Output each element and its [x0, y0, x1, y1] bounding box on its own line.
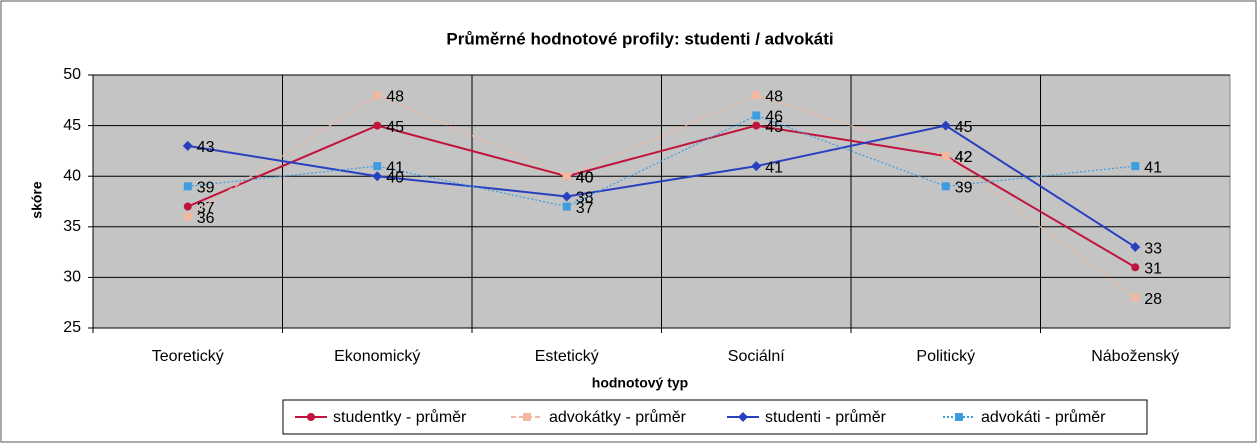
x-tick-label: Teoretický: [152, 348, 224, 365]
value-label: 37: [576, 200, 594, 217]
point: [183, 202, 192, 211]
value-label: 41: [765, 159, 783, 176]
value-label: 31: [1144, 260, 1162, 277]
point: [372, 171, 383, 182]
point: [752, 111, 761, 120]
value-label: 40: [386, 169, 404, 186]
value-label: 42: [955, 149, 973, 166]
legend-label: advokáti - průměr: [981, 408, 1106, 426]
point: [941, 151, 950, 160]
legend-marker: [523, 413, 531, 421]
legend: [282, 399, 1148, 435]
x-tick-label: Politický: [916, 348, 975, 365]
point: [373, 91, 382, 100]
y-tick-label: 50: [63, 66, 81, 83]
value-label: 36: [197, 210, 215, 227]
value-label: 45: [955, 119, 973, 136]
value-label: 40: [576, 169, 594, 186]
value-label: 42: [955, 149, 973, 166]
chart-title: Průměrné hodnotové profily: studenti / a…: [446, 29, 833, 48]
y-tick-label: 30: [63, 269, 81, 286]
point: [752, 121, 761, 130]
value-label: 41: [386, 159, 404, 176]
point: [562, 172, 571, 181]
value-label: 46: [765, 109, 783, 126]
legend-marker: [738, 412, 748, 422]
point: [1131, 293, 1140, 302]
value-label: 28: [1144, 291, 1162, 308]
series-line: [187, 114, 1136, 208]
x-tick-label: Ekonomický: [334, 348, 420, 365]
value-label: 45: [386, 119, 404, 136]
x-tick-label: Sociální: [728, 348, 785, 365]
legend-marker: [955, 413, 963, 421]
point: [562, 202, 571, 211]
value-label: 39: [955, 180, 973, 197]
y-tick-label: 25: [63, 319, 81, 336]
point: [751, 161, 762, 172]
point: [373, 162, 382, 171]
point: [941, 182, 950, 191]
series-line: [187, 124, 1136, 269]
value-label: 41: [1144, 159, 1162, 176]
series-line: [187, 94, 1136, 299]
point: [752, 91, 761, 100]
y-tick-label: 45: [63, 117, 81, 134]
value-label: 45: [765, 119, 783, 136]
value-label: 39: [197, 180, 215, 197]
y-axis-title: skóre: [29, 181, 45, 219]
point: [1130, 242, 1141, 253]
value-label: 37: [197, 200, 215, 217]
legend-label: studenti - průměr: [765, 408, 887, 426]
point: [940, 120, 951, 131]
y-tick-label: 35: [63, 218, 81, 235]
y-tick-label: 40: [63, 167, 81, 184]
value-label: 48: [765, 88, 783, 105]
point: [373, 121, 382, 130]
legend-label: advokátky - průměr: [549, 408, 687, 426]
value-label: 43: [197, 139, 215, 156]
point: [561, 191, 572, 202]
x-axis-title: hodnotový typ: [592, 375, 688, 391]
point: [183, 212, 192, 221]
legend-marker: [307, 413, 315, 421]
series-line: [187, 124, 1136, 248]
point: [1131, 162, 1140, 171]
point: [1131, 263, 1140, 272]
x-tick-label: Náboženský: [1091, 348, 1179, 365]
legend-label: studentky - průměr: [333, 408, 467, 426]
value-label: 33: [1144, 240, 1162, 257]
point: [183, 182, 192, 191]
value-label: 40: [576, 169, 594, 186]
point: [182, 140, 193, 151]
value-label: 48: [386, 88, 404, 105]
x-tick-label: Estetický: [535, 348, 599, 365]
